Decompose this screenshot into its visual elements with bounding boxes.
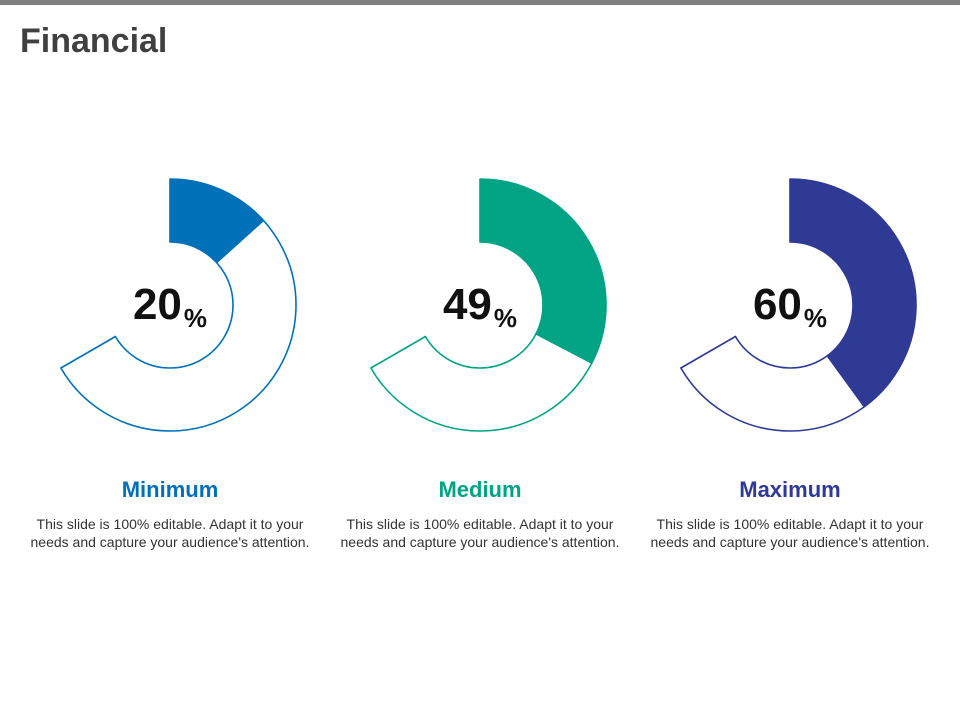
- category-description: This slide is 100% editable. Adapt it to…: [30, 516, 310, 550]
- donut-value-arc: [169, 178, 265, 264]
- percent-sign: %: [803, 303, 828, 333]
- donut-panel-medium: 49% Medium This slide is 100% editable. …: [335, 170, 625, 590]
- percent-readout: 49%: [335, 280, 625, 334]
- category-label: Maximum: [739, 477, 841, 502]
- percent-value: 20: [132, 280, 182, 329]
- donut-track: [60, 178, 297, 432]
- percent-readout: 20%: [25, 280, 315, 334]
- donut-panel-minimum: 20% Minimum This slide is 100% editable.…: [25, 170, 315, 590]
- category-label: Medium: [438, 477, 522, 502]
- donut-chart-maximum: [680, 178, 917, 432]
- donut-value-arc: [789, 178, 917, 408]
- percent-sign: %: [183, 303, 208, 333]
- percent-sign: %: [493, 303, 518, 333]
- top-accent-bar: [0, 0, 960, 5]
- percent-readout: 60%: [645, 280, 935, 334]
- donut-chart-minimum: [60, 178, 297, 432]
- donut-panel-maximum: 60% Maximum This slide is 100% editable.…: [645, 170, 935, 590]
- donut-value-arc: [479, 178, 607, 365]
- percent-value: 49: [442, 280, 492, 329]
- category-description: This slide is 100% editable. Adapt it to…: [650, 516, 930, 550]
- page-title: Financial: [20, 22, 168, 60]
- donut-chart-medium: [370, 178, 607, 432]
- category-description: This slide is 100% editable. Adapt it to…: [340, 516, 620, 550]
- category-label: Minimum: [121, 477, 219, 502]
- percent-value: 60: [752, 280, 802, 329]
